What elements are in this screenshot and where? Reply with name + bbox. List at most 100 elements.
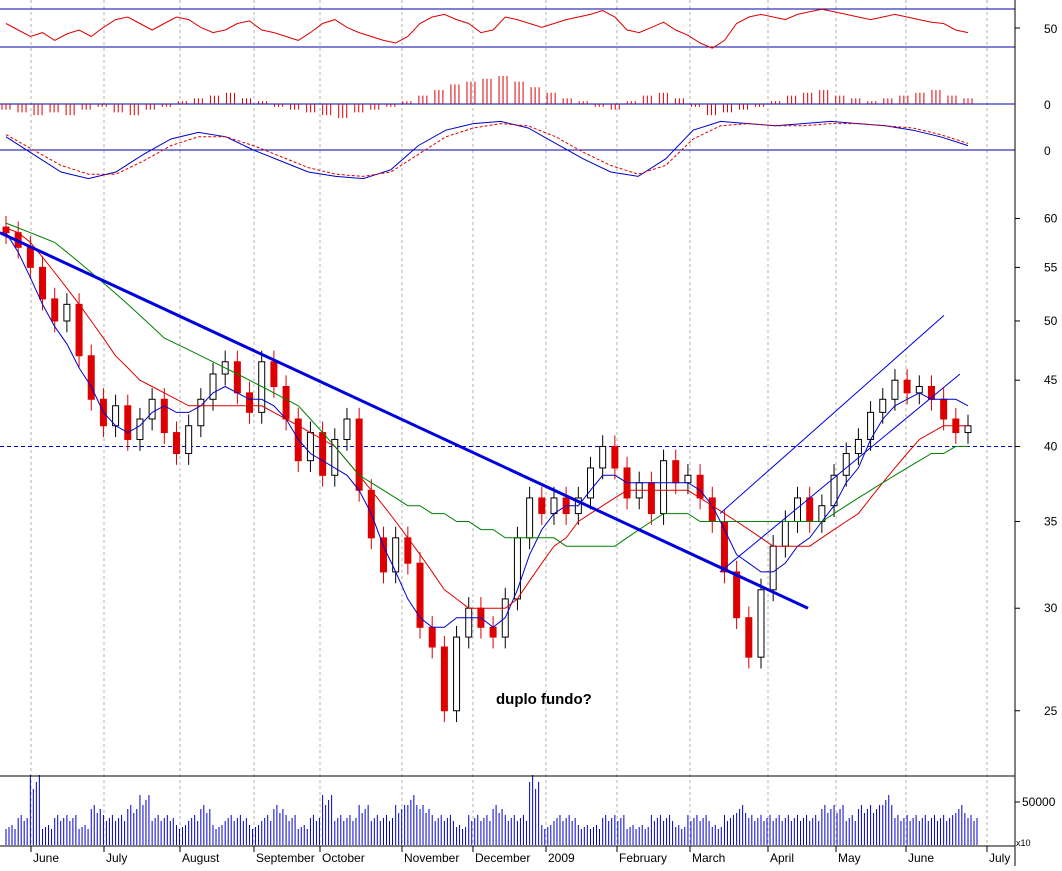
candle-body-27	[331, 438, 339, 476]
month-label-9: March	[692, 851, 725, 865]
month-axis: June July August September October November De…	[30, 846, 1010, 865]
month-label-4: October	[322, 851, 365, 865]
month-label-1: July	[106, 851, 127, 865]
candle-body-25	[306, 432, 314, 462]
price-tick-label-7: 25	[1044, 704, 1058, 718]
price-tick-label-5: 35	[1044, 515, 1058, 529]
macd-tick-label: 0	[1044, 144, 1051, 158]
candle-body-28	[343, 418, 351, 440]
month-label-5: November	[404, 851, 459, 865]
downtrend-line	[0, 231, 809, 610]
candle-body-36	[440, 646, 448, 712]
candle-body-35	[428, 626, 436, 648]
month-label-10: April	[770, 851, 794, 865]
candle-body-40	[489, 626, 497, 638]
candle-body-56	[684, 474, 692, 484]
candle-body-57	[696, 474, 704, 499]
price-tick-label-4: 40	[1044, 439, 1058, 453]
candle-body-12	[148, 398, 156, 420]
price-tick-label-0: 60	[1044, 211, 1058, 225]
rsi-tick-label: 50	[1044, 22, 1058, 36]
candle-body-4	[51, 298, 59, 322]
volume-multiplier-label: x10	[1016, 838, 1031, 848]
candle-body-14	[172, 432, 180, 455]
candle-body-55	[672, 460, 680, 484]
candle-body-72	[879, 398, 887, 413]
candle-body-22	[270, 361, 278, 387]
candle-body-45	[550, 497, 558, 515]
channel-upper-line	[719, 314, 945, 514]
annotation-duplo-fundo: duplo fundo?	[496, 691, 592, 708]
candle-body-44	[538, 497, 546, 515]
moving-average-0	[5, 232, 969, 628]
candle-body-15	[185, 425, 193, 455]
candle-body-79	[964, 425, 972, 434]
candle-body-48	[587, 467, 595, 499]
macd-signal-line	[5, 123, 969, 177]
macd-panel	[0, 120, 1015, 180]
macd-line	[5, 120, 969, 180]
candle-body-69	[842, 453, 850, 476]
volume-panel	[5, 775, 978, 845]
price-tick-label-3: 45	[1044, 373, 1058, 387]
candle-body-23	[282, 385, 290, 420]
candle-body-7	[87, 355, 95, 400]
moving-average-2	[5, 222, 968, 547]
candle-body-2	[26, 246, 34, 268]
candle-body-37	[453, 636, 461, 712]
candle-body-29	[355, 418, 363, 491]
histogram-panel	[0, 76, 1015, 118]
candle-body-62	[757, 589, 765, 658]
month-label-0: June	[33, 851, 59, 865]
candle-body-66	[806, 497, 814, 523]
rsi-panel	[0, 8, 1015, 49]
candle-body-31	[379, 537, 387, 573]
month-label-6: December	[475, 851, 530, 865]
price-tick-label-1: 55	[1044, 260, 1058, 274]
candle-body-73	[891, 379, 899, 400]
moving-average-1	[5, 227, 968, 609]
candle-body-16	[197, 398, 205, 427]
candle-body-43	[526, 497, 534, 539]
month-label-3: September	[256, 851, 315, 865]
candle-body-5	[63, 303, 71, 322]
candle-body-49	[599, 445, 607, 469]
candle-body-74	[903, 379, 911, 394]
candle-body-34	[416, 562, 424, 628]
month-label-13: July	[989, 851, 1010, 865]
month-label-7: 2009	[548, 851, 575, 865]
candle-body-64	[781, 521, 789, 547]
candle-body-6	[75, 303, 83, 357]
candle-body-17	[209, 373, 217, 400]
month-label-8: February	[619, 851, 667, 865]
month-gridlines	[30, 0, 988, 845]
candle-body-10	[124, 405, 132, 440]
price-tick-label-2: 50	[1044, 314, 1058, 328]
candle-body-19	[233, 361, 241, 394]
candle-body-70	[854, 438, 862, 455]
histogram-tick-label: 0	[1044, 98, 1051, 112]
candle-body-53	[647, 482, 655, 515]
candle-body-20	[246, 392, 254, 413]
candle-body-77	[940, 398, 948, 420]
candle-body-38	[465, 607, 473, 638]
month-label-11: May	[838, 851, 861, 865]
candle-body-33	[404, 537, 412, 564]
candle-body-60	[733, 571, 741, 619]
price-panel	[0, 215, 1015, 723]
channel-lower-line	[719, 373, 961, 573]
candle-body-75	[915, 385, 923, 394]
candle-body-13	[160, 398, 168, 434]
candle-body-11	[136, 418, 144, 440]
volume-tick-label: 50000	[1022, 795, 1056, 809]
candle-body-63	[769, 545, 777, 591]
rsi-line	[5, 8, 969, 49]
price-tick-label-6: 30	[1044, 601, 1058, 615]
month-label-2: August	[182, 851, 220, 865]
candle-body-0	[2, 226, 10, 234]
candle-body-50	[611, 445, 619, 469]
candle-body-61	[745, 617, 753, 658]
